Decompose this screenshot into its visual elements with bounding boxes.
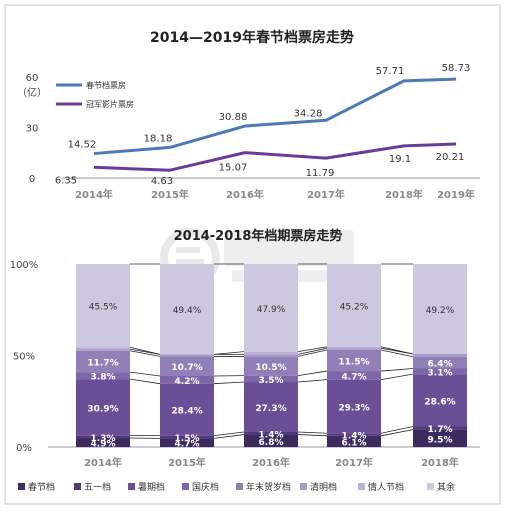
- legend-label: 春节档票房: [86, 80, 126, 90]
- bar-segment: [327, 348, 381, 350]
- legend-swatch: [182, 483, 189, 490]
- data-label: 3.1%: [428, 368, 453, 378]
- legend-swatch: [300, 483, 307, 490]
- data-label: 3.8%: [91, 373, 116, 383]
- legend-swatch: [128, 483, 135, 490]
- x-tick-label: 2017年: [335, 456, 373, 469]
- y-tick-label: 60: [26, 73, 39, 84]
- legend-swatch: [358, 483, 365, 490]
- legend-label: 清明档: [310, 481, 337, 493]
- x-tick-label: 2014年: [84, 456, 122, 469]
- legend-swatch: [18, 483, 25, 490]
- x-tick-label: 2016年: [226, 188, 264, 201]
- bar-segment: [413, 354, 467, 357]
- data-label: 4.7%: [342, 372, 367, 382]
- legend-label: 年末贺岁档: [246, 481, 291, 493]
- legend-label: 其余: [437, 481, 455, 493]
- y-tick-label: 50%: [13, 352, 35, 363]
- data-label: 10.7%: [171, 363, 202, 373]
- x-tick-label: 2018年: [421, 456, 459, 469]
- y-tick-label: 0: [29, 174, 35, 185]
- data-label: 1.7%: [428, 425, 453, 435]
- x-tick-label: 2018年: [385, 188, 423, 201]
- legend-label: 情人节档: [368, 481, 404, 493]
- data-label: 28.4%: [171, 407, 202, 417]
- bar-segment: [160, 354, 214, 356]
- data-label: 47.9%: [257, 305, 286, 315]
- data-label: 4.63: [151, 176, 173, 187]
- bar-segment: [244, 354, 298, 356]
- data-label: 49.2%: [426, 306, 455, 316]
- data-label: 1.4%: [259, 430, 284, 440]
- legend-label: 春节档: [28, 481, 55, 493]
- y-axis-unit: （亿）: [17, 86, 47, 99]
- x-tick-label: 2019年: [437, 188, 475, 201]
- legend-swatch: [427, 483, 434, 490]
- data-label: 14.52: [68, 140, 97, 151]
- data-label: 20.21: [436, 152, 465, 163]
- y-tick-label: 0%: [16, 443, 32, 454]
- legend-label: 五一档: [84, 481, 111, 493]
- data-label: 1.3%: [91, 434, 116, 444]
- data-label: 18.18: [144, 133, 173, 144]
- data-label: 45.2%: [340, 302, 369, 312]
- data-label: 45.5%: [89, 303, 118, 313]
- x-tick-label: 2016年: [252, 456, 290, 469]
- data-label: 34.28: [294, 108, 323, 119]
- data-label: 4.2%: [175, 377, 200, 387]
- data-label: 11.5%: [338, 358, 369, 368]
- bar-segment: [244, 352, 298, 355]
- x-tick-label: 2015年: [168, 456, 206, 469]
- data-label: 10.5%: [255, 363, 286, 373]
- legend-label: 暑期档: [138, 481, 165, 493]
- legend-swatch: [74, 483, 81, 490]
- data-label: 30.88: [219, 112, 248, 123]
- data-label: 6.4%: [428, 360, 453, 370]
- y-tick-label: 30: [26, 124, 39, 135]
- x-tick-label: 2014年: [75, 188, 113, 201]
- legend-label: 冠军影片票房: [86, 99, 134, 109]
- data-label: 19.1: [389, 154, 411, 165]
- data-label: 30.9%: [87, 404, 118, 414]
- data-label: 29.3%: [338, 403, 369, 413]
- legend-swatch: [236, 483, 243, 490]
- data-label: 58.73: [442, 63, 471, 74]
- chart-title: 2014—2019年春节档票房走势: [150, 29, 354, 46]
- data-label: 49.4%: [173, 306, 202, 316]
- data-label: 3.5%: [259, 376, 284, 386]
- data-label: 57.71: [376, 66, 405, 77]
- data-label: 9.5%: [428, 435, 453, 445]
- data-label: 6.35: [55, 175, 77, 186]
- bar-segment: [76, 347, 130, 349]
- data-label: 15.07: [219, 163, 248, 174]
- data-label: 27.3%: [255, 404, 286, 414]
- data-label: 11.79: [306, 168, 335, 179]
- legend-label: 国庆档: [192, 481, 219, 493]
- data-label: 1.4%: [342, 432, 367, 442]
- x-tick-label: 2015年: [151, 188, 189, 201]
- bar-segment: [327, 347, 381, 348]
- chart-title: 2014-2018年档期票房走势: [174, 228, 343, 244]
- bar-segment: [76, 349, 130, 351]
- y-tick-label: 100%: [10, 260, 39, 271]
- data-label: 11.7%: [87, 358, 118, 368]
- x-tick-label: 2017年: [307, 188, 345, 201]
- data-label: 28.6%: [424, 397, 455, 407]
- data-label: 1.5%: [175, 434, 200, 444]
